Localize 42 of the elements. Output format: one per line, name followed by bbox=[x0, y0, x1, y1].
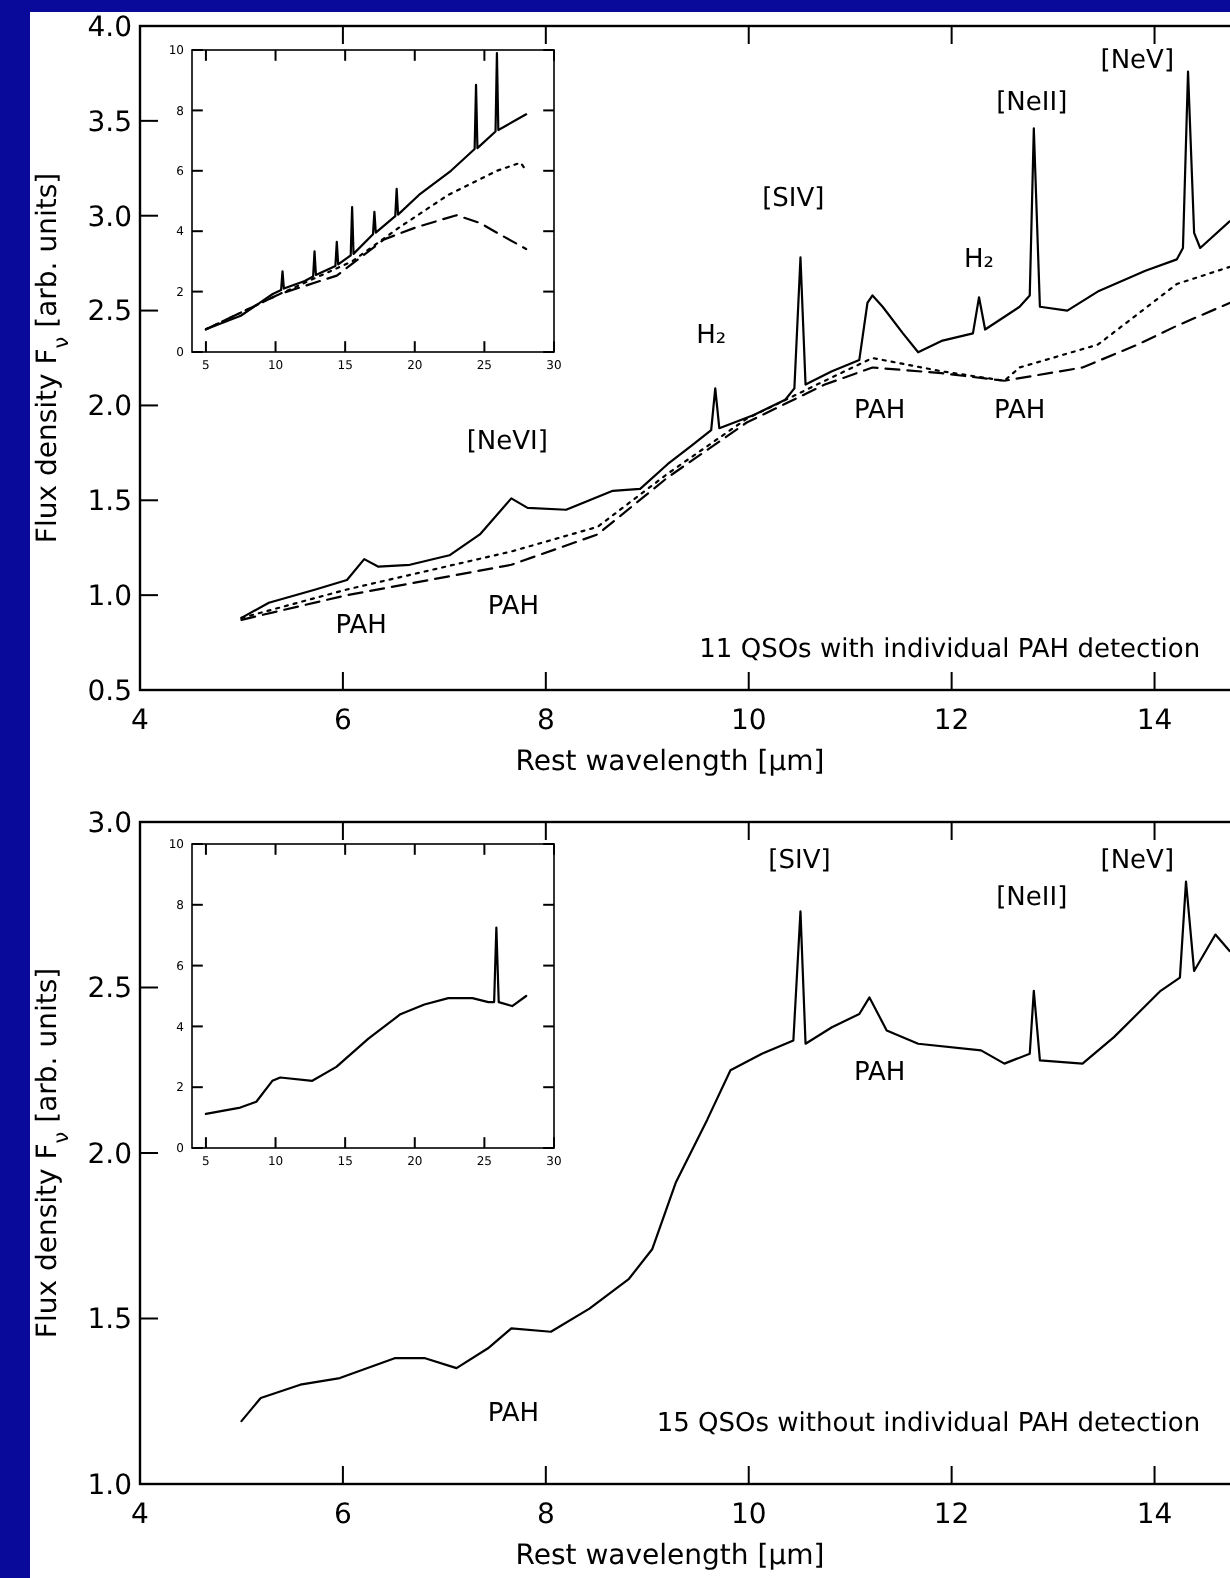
y-tick-label: 2.5 bbox=[87, 973, 132, 1006]
y-tick-label: 1.5 bbox=[87, 486, 132, 519]
x-tick-label: 8 bbox=[536, 1499, 555, 1532]
x-tick-label: 6 bbox=[333, 705, 352, 738]
annotation: [SIV] bbox=[768, 846, 831, 877]
x-tick-label: 6 bbox=[333, 1499, 352, 1532]
annotation: [NeII] bbox=[996, 882, 1068, 913]
x-tick-label: 14 bbox=[1136, 705, 1173, 738]
y-tick-label: 3.0 bbox=[87, 201, 132, 234]
annotation: 11 QSOs with individual PAH detection bbox=[699, 634, 1201, 665]
x-tick-label: 14 bbox=[1136, 1499, 1173, 1532]
x-tick-label: 12 bbox=[933, 1499, 970, 1532]
y-tick-label: 2.0 bbox=[87, 391, 132, 424]
y-tick-label: 1.5 bbox=[87, 1304, 132, 1337]
y-tick-label: 3.5 bbox=[87, 106, 132, 139]
annotation: [NeII] bbox=[996, 87, 1068, 118]
y-tick-label: 0.5 bbox=[87, 675, 132, 708]
y-tick-label: 3.0 bbox=[87, 807, 132, 840]
x-tick-label: 12 bbox=[933, 705, 970, 738]
annotation: PAH bbox=[853, 396, 906, 427]
annotation: PAH bbox=[853, 1058, 906, 1089]
y-tick-label: 1.0 bbox=[87, 1469, 132, 1502]
x-axis-title: Rest wavelength [μm] bbox=[515, 746, 825, 778]
annotation: [NeV] bbox=[1100, 846, 1175, 877]
y-tick-label: 4.0 bbox=[87, 11, 132, 44]
x-tick-label: 10 bbox=[730, 1499, 767, 1532]
y-tick-label: 1.0 bbox=[87, 580, 132, 613]
y-tick-label: 2.5 bbox=[87, 296, 132, 329]
annotation: PAH bbox=[993, 396, 1046, 427]
x-tick-label: 10 bbox=[730, 705, 767, 738]
x-axis-title: Rest wavelength [μm] bbox=[515, 1540, 825, 1572]
annotation: PAH bbox=[487, 1399, 540, 1430]
annotation: H₂ bbox=[696, 320, 727, 351]
annotation: [NeVI] bbox=[466, 426, 548, 457]
y-tick-label: 2.0 bbox=[87, 1138, 132, 1171]
annotation: [NeV] bbox=[1100, 45, 1175, 76]
annotation: PAH bbox=[335, 610, 387, 641]
x-tick-label: 8 bbox=[536, 705, 555, 738]
annotation: H₂ bbox=[964, 245, 995, 276]
annotation: PAH bbox=[487, 592, 540, 623]
annotation: 15 QSOs without individual PAH detection bbox=[656, 1409, 1201, 1440]
annotation: [SIV] bbox=[762, 183, 825, 214]
